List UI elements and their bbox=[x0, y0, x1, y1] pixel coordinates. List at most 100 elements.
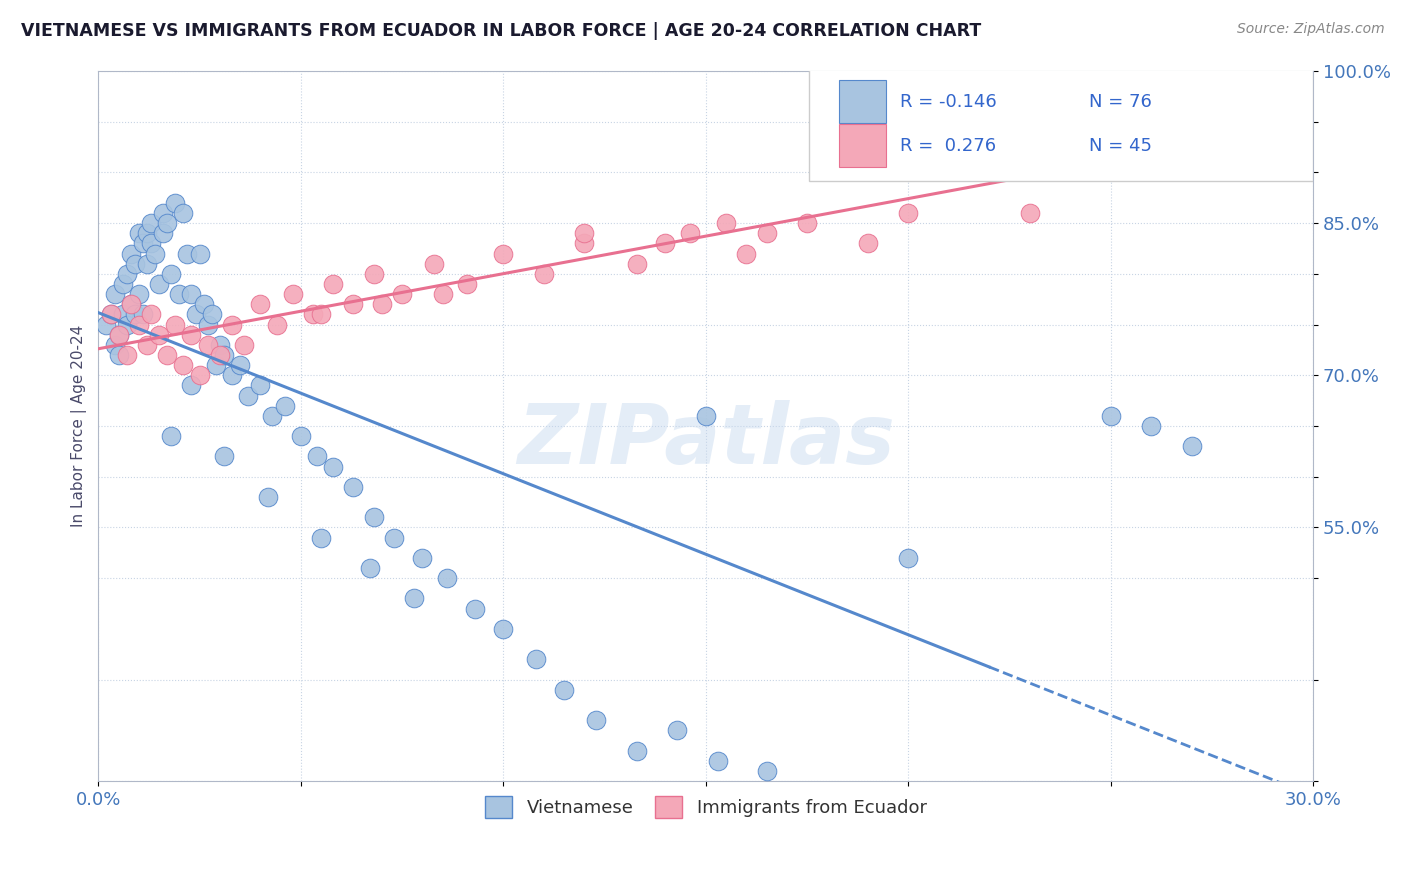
Point bbox=[115, 267, 138, 281]
Point bbox=[363, 267, 385, 281]
Point bbox=[120, 297, 142, 311]
Point bbox=[197, 318, 219, 332]
Point bbox=[666, 723, 689, 738]
Point bbox=[124, 308, 146, 322]
Point bbox=[423, 257, 446, 271]
Point bbox=[574, 236, 596, 251]
Point bbox=[111, 277, 134, 291]
Text: R = -0.146: R = -0.146 bbox=[900, 93, 997, 111]
Point bbox=[796, 216, 818, 230]
Point bbox=[204, 358, 226, 372]
Point bbox=[1099, 409, 1122, 423]
Point bbox=[148, 327, 170, 342]
Point bbox=[411, 550, 433, 565]
Point bbox=[290, 429, 312, 443]
Point bbox=[107, 348, 129, 362]
Point bbox=[585, 713, 607, 727]
Point bbox=[856, 236, 879, 251]
Point bbox=[1140, 74, 1163, 88]
Point bbox=[382, 531, 405, 545]
Point bbox=[115, 348, 138, 362]
Text: ZIPatlas: ZIPatlas bbox=[517, 400, 894, 481]
Point bbox=[156, 348, 179, 362]
Point bbox=[707, 754, 730, 768]
Point bbox=[136, 227, 159, 241]
Point bbox=[257, 490, 280, 504]
Point bbox=[188, 368, 211, 383]
Point bbox=[233, 338, 256, 352]
Point bbox=[148, 277, 170, 291]
Point bbox=[626, 257, 648, 271]
Point bbox=[103, 338, 125, 352]
Point bbox=[626, 743, 648, 757]
Point bbox=[169, 287, 191, 301]
Point bbox=[184, 308, 207, 322]
Point bbox=[221, 368, 243, 383]
Point bbox=[160, 267, 183, 281]
Point bbox=[212, 450, 235, 464]
Point bbox=[897, 550, 920, 565]
Point bbox=[249, 378, 271, 392]
Point bbox=[322, 277, 344, 291]
Point bbox=[678, 227, 700, 241]
Point bbox=[139, 216, 162, 230]
Point bbox=[432, 287, 454, 301]
Point bbox=[302, 308, 325, 322]
Point bbox=[229, 358, 252, 372]
Point bbox=[553, 682, 575, 697]
Point bbox=[1018, 206, 1040, 220]
Point bbox=[160, 429, 183, 443]
Point bbox=[238, 388, 260, 402]
Point bbox=[371, 297, 394, 311]
Point bbox=[152, 206, 174, 220]
Point bbox=[124, 257, 146, 271]
Point bbox=[197, 338, 219, 352]
FancyBboxPatch shape bbox=[808, 64, 1313, 181]
Point bbox=[342, 480, 364, 494]
Point bbox=[1140, 419, 1163, 434]
Point bbox=[322, 459, 344, 474]
Point bbox=[755, 764, 778, 778]
Point bbox=[574, 227, 596, 241]
Point bbox=[273, 399, 295, 413]
Point bbox=[176, 246, 198, 260]
Point bbox=[309, 308, 332, 322]
Point bbox=[188, 246, 211, 260]
Point bbox=[100, 308, 122, 322]
Point bbox=[165, 318, 187, 332]
Point bbox=[492, 622, 515, 636]
Point bbox=[249, 297, 271, 311]
Point bbox=[139, 308, 162, 322]
Point bbox=[152, 227, 174, 241]
Point bbox=[262, 409, 284, 423]
Point bbox=[221, 318, 243, 332]
Bar bbox=[839, 80, 886, 123]
Point bbox=[266, 318, 288, 332]
Legend: Vietnamese, Immigrants from Ecuador: Vietnamese, Immigrants from Ecuador bbox=[478, 789, 934, 825]
Point bbox=[96, 318, 118, 332]
Point bbox=[524, 652, 547, 666]
Point bbox=[212, 348, 235, 362]
Point bbox=[128, 227, 150, 241]
Point bbox=[654, 236, 676, 251]
Point bbox=[201, 308, 224, 322]
Point bbox=[180, 378, 202, 392]
Point bbox=[492, 246, 515, 260]
Text: N = 76: N = 76 bbox=[1088, 93, 1152, 111]
Point bbox=[180, 327, 202, 342]
Point bbox=[436, 571, 458, 585]
Point bbox=[172, 358, 194, 372]
Point bbox=[132, 236, 155, 251]
Point bbox=[120, 297, 142, 311]
Point bbox=[208, 338, 231, 352]
Point bbox=[107, 327, 129, 342]
Point bbox=[208, 348, 231, 362]
Point bbox=[305, 450, 328, 464]
Point bbox=[139, 236, 162, 251]
Text: R =  0.276: R = 0.276 bbox=[900, 136, 997, 154]
Point bbox=[143, 246, 166, 260]
Point bbox=[132, 308, 155, 322]
Point bbox=[714, 216, 737, 230]
Point bbox=[735, 246, 758, 260]
Point bbox=[464, 601, 486, 615]
